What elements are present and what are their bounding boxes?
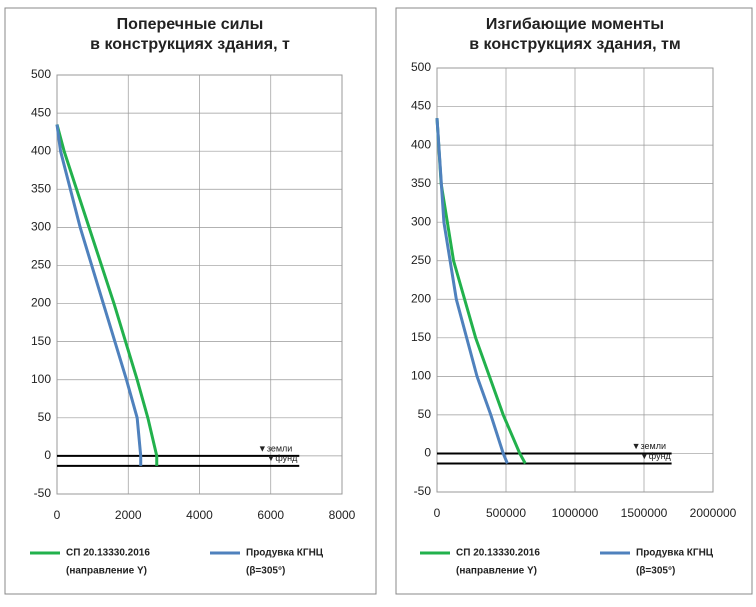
x-tick-label: 1000000 — [552, 506, 599, 520]
y-tick-label: 300 — [31, 220, 51, 234]
series-line — [435, 118, 527, 465]
y-tick-label: 150 — [31, 334, 51, 348]
y-tick-label: 450 — [31, 105, 51, 119]
y-tick-label: -50 — [34, 486, 52, 500]
legend-label: (направление Y) — [66, 566, 147, 577]
y-tick-label: 50 — [418, 407, 432, 421]
y-tick-label: 400 — [411, 137, 431, 151]
y-tick-label: 500 — [31, 67, 51, 81]
y-tick-label: 0 — [424, 446, 431, 460]
level-label: ▼земли — [632, 441, 666, 451]
legend-label: СП 20.13330.2016 — [456, 548, 540, 559]
y-tick-label: 200 — [411, 291, 431, 305]
panel — [4, 7, 377, 595]
level-label: ▼земли — [258, 443, 292, 453]
y-tick-label: 500 — [411, 60, 431, 74]
series-line — [55, 124, 159, 466]
y-tick-label: 250 — [31, 258, 51, 272]
x-tick-label: 1500000 — [621, 506, 668, 520]
y-tick-label: 100 — [31, 372, 51, 386]
y-tick-label: 50 — [38, 410, 52, 424]
chart-title: Поперечные силы — [117, 16, 264, 33]
series-line — [435, 118, 509, 465]
legend-label: (β=305°) — [246, 566, 285, 577]
chart-title: в конструкциях здания, т — [90, 36, 290, 53]
level-label: ▼фунд — [640, 451, 672, 461]
y-tick-label: 250 — [411, 253, 431, 267]
y-tick-label: 300 — [411, 214, 431, 228]
y-tick-label: 350 — [31, 181, 51, 195]
y-tick-label: 100 — [411, 369, 431, 383]
y-tick-label: 450 — [411, 99, 431, 113]
x-tick-label: 8000 — [329, 508, 356, 522]
y-tick-label: -50 — [414, 484, 432, 498]
chart-title: Изгибающие моменты — [486, 16, 664, 33]
x-tick-label: 500000 — [486, 506, 526, 520]
legend-label: (β=305°) — [636, 566, 675, 577]
y-tick-label: 0 — [44, 448, 51, 462]
x-tick-label: 2000000 — [690, 506, 737, 520]
legend-label: (направление Y) — [456, 566, 537, 577]
x-tick-label: 2000 — [115, 508, 142, 522]
y-tick-label: 150 — [411, 330, 431, 344]
x-tick-label: 0 — [54, 508, 61, 522]
legend-label: Продувка КГНЦ — [246, 548, 324, 559]
y-tick-label: 350 — [411, 176, 431, 190]
x-tick-label: 6000 — [257, 508, 284, 522]
level-label: ▼фунд — [266, 453, 298, 463]
chart-title: в конструкциях здания, тм — [469, 36, 680, 53]
x-tick-label: 0 — [434, 506, 441, 520]
y-tick-label: 400 — [31, 143, 51, 157]
y-tick-label: 200 — [31, 296, 51, 310]
legend-label: СП 20.13330.2016 — [66, 548, 150, 559]
legend-label: Продувка КГНЦ — [636, 548, 714, 559]
x-tick-label: 4000 — [186, 508, 213, 522]
series-line — [55, 124, 143, 466]
